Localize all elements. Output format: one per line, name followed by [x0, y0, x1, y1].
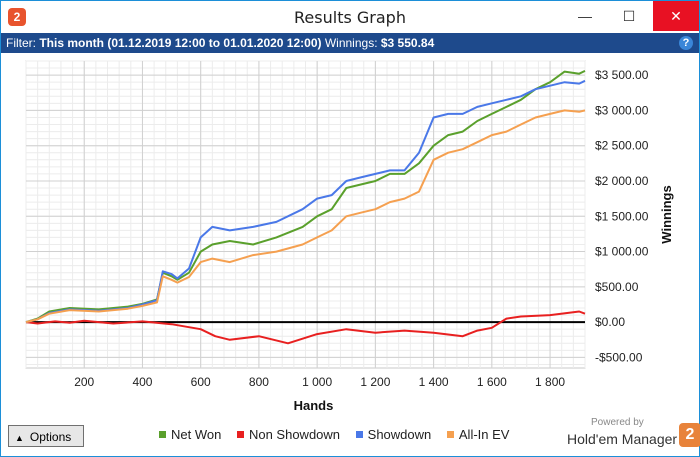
triangle-up-icon: ▲	[15, 433, 24, 443]
legend-swatch	[236, 431, 244, 439]
y-tick-label: $1 500.00	[595, 209, 649, 223]
y-tick-label: $2 500.00	[595, 139, 649, 153]
winnings-value: $3 550.84	[380, 36, 435, 50]
x-tick-label: 200	[74, 375, 94, 389]
y-tick-label: $500.00	[595, 280, 639, 294]
options-button[interactable]: ▲ Options	[8, 425, 84, 447]
chart-legend: Net Won Non Showdown Showdown All-In EV	[159, 427, 521, 442]
legend-swatch	[446, 431, 454, 439]
brand-logo: 2	[679, 423, 700, 447]
winnings-label: Winnings:	[324, 36, 378, 50]
legend-swatch	[159, 431, 166, 439]
y-tick-label: $3 000.00	[595, 103, 649, 117]
options-label: Options	[29, 430, 72, 444]
x-tick-label: 600	[191, 375, 211, 389]
maximize-button[interactable]: ☐	[622, 8, 636, 24]
window-title: Results Graph	[294, 8, 406, 27]
series-line-non-showdown	[25, 310, 586, 345]
filter-label: Filter:	[6, 36, 36, 50]
legend-item-all-in-ev: All-In EV	[446, 427, 510, 442]
app-icon[interactable]: 2	[8, 8, 26, 26]
x-tick-label: 1 000	[302, 375, 332, 389]
help-icon[interactable]: ?	[679, 36, 693, 50]
bottom-bar: ▲ Options Net Won Non Showdown Showdown A…	[1, 413, 700, 456]
legend-label: Showdown	[367, 427, 432, 442]
brand-name: Hold'em Manager	[567, 431, 678, 447]
minimize-button[interactable]: —	[578, 8, 592, 24]
legend-label: Net Won	[171, 427, 222, 442]
title-bar: 2 Results Graph — ☐ ✕	[1, 1, 699, 33]
x-tick-label: 1 800	[535, 375, 565, 389]
x-tick-label: 1 600	[477, 375, 507, 389]
x-tick-label: 1 200	[360, 375, 390, 389]
y-tick-label: $3 500.00	[595, 68, 649, 82]
y-tick-label: $2 000.00	[595, 174, 649, 188]
legend-item-net-won: Net Won	[159, 427, 221, 442]
series-line-showdown	[25, 79, 586, 324]
close-button[interactable]: ✕	[653, 1, 699, 31]
legend-label: All-In EV	[458, 427, 510, 442]
filter-bar: Filter: This month (01.12.2019 12:00 to …	[1, 33, 699, 53]
filter-value: This month (01.12.2019 12:00 to 01.01.20…	[39, 36, 322, 50]
legend-label: Non Showdown	[248, 427, 341, 442]
x-axis-label: Hands	[294, 398, 334, 413]
y-tick-label: $1 000.00	[595, 245, 649, 259]
legend-swatch	[355, 431, 363, 439]
x-tick-label: 400	[132, 375, 152, 389]
results-chart: 200 400 600 800 1 000 1 200 1 400 1 600 1 800 $3 …	[25, 60, 674, 413]
y-tick-label: $0.00	[595, 315, 625, 329]
x-tick-label: 1 400	[419, 375, 449, 389]
legend-item-showdown: Showdown	[355, 427, 432, 442]
legend-item-non-showdown: Non Showdown	[236, 427, 341, 442]
y-tick-label: -$500.00	[595, 350, 643, 364]
x-tick-label: 800	[249, 375, 269, 389]
y-axis-label: Winnings	[659, 185, 674, 243]
series-line-all-in-ev	[25, 109, 586, 324]
powered-by-text: Powered by	[591, 417, 644, 428]
